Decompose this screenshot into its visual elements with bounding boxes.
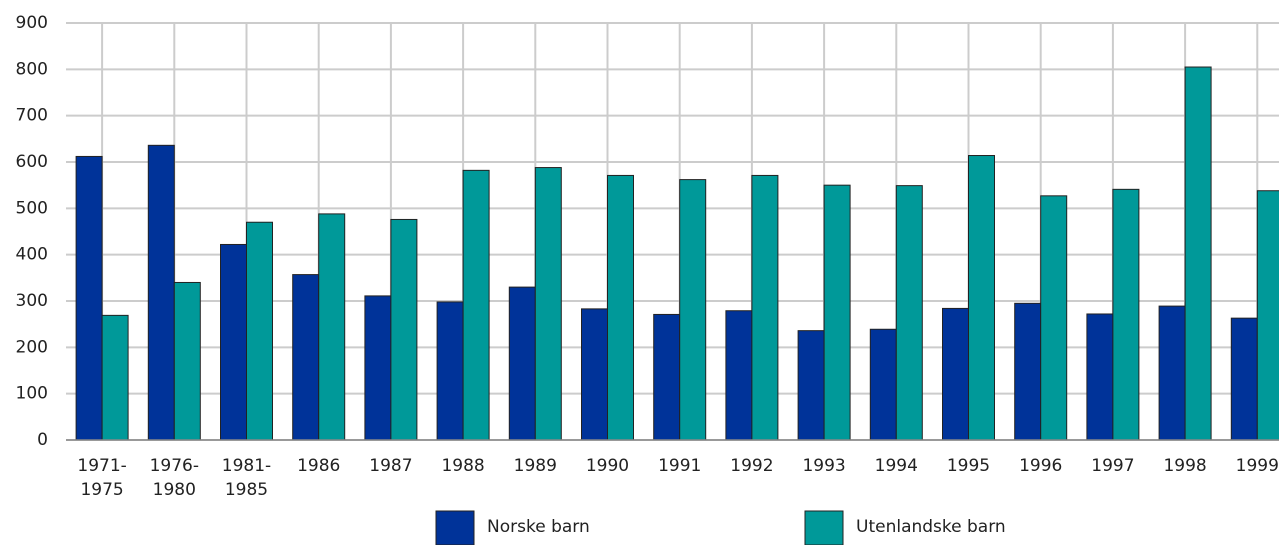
bar [75, 155, 103, 441]
y-tick-label: 0 [37, 430, 48, 450]
bar [220, 243, 247, 441]
bar [508, 286, 536, 441]
x-tick-label: 1998 [1163, 456, 1206, 476]
legend-swatch [804, 510, 844, 545]
bar [942, 307, 969, 441]
x-tick-label: 1994 [875, 456, 918, 476]
bar [173, 281, 201, 441]
legend-label: Norske barn [487, 517, 590, 537]
y-tick-label: 800 [16, 59, 48, 79]
bar [653, 313, 681, 441]
bar [147, 144, 175, 441]
bar [725, 310, 753, 441]
bar [751, 174, 779, 441]
x-tick-label: 1993 [802, 456, 845, 476]
y-tick-label: 200 [16, 337, 48, 357]
bar [1086, 313, 1114, 441]
x-tick-label: 1988 [441, 456, 484, 476]
bar [581, 308, 608, 441]
bar [1158, 305, 1186, 441]
x-tick-label: 1990 [586, 456, 629, 476]
bar [679, 179, 707, 441]
x-tick-label-line: 1976- [150, 456, 199, 476]
bar [1040, 195, 1068, 441]
x-tick-label-line: 1980 [153, 480, 196, 500]
bar [101, 314, 129, 441]
bar [895, 185, 923, 441]
bar [436, 301, 464, 441]
bar [1112, 188, 1140, 441]
x-tick-label: 1971- 1975 [77, 456, 126, 500]
bar [292, 274, 320, 441]
x-tick-label: 1989 [514, 456, 557, 476]
x-tick-label: 1976- 1980 [150, 456, 199, 500]
legend-label: Utenlandske barn [856, 517, 1006, 537]
y-tick-label: 100 [16, 384, 48, 404]
x-tick-label: 1995 [947, 456, 990, 476]
bar [1256, 190, 1279, 441]
bar [1184, 66, 1212, 441]
x-tick-label: 1987 [369, 456, 412, 476]
bar [607, 174, 634, 441]
bar [968, 155, 995, 441]
x-tick-label: 1997 [1091, 456, 1134, 476]
x-tick-label-line: 1971- [77, 456, 126, 476]
y-tick-label: 700 [16, 106, 48, 126]
bar [797, 330, 825, 441]
bar [823, 184, 851, 441]
x-tick-label: 1981- 1985 [222, 456, 271, 500]
x-tick-label: 1991 [658, 456, 701, 476]
y-tick-label: 500 [16, 198, 48, 218]
bar [1014, 302, 1042, 441]
bar [534, 167, 562, 441]
x-tick-label-line: 1981- [222, 456, 271, 476]
y-tick-label: 900 [16, 13, 48, 33]
bar [318, 213, 346, 441]
y-tick-label: 600 [16, 152, 48, 172]
bar [462, 169, 490, 441]
y-tick-label: 400 [16, 245, 48, 265]
bar [246, 221, 273, 441]
bar [1230, 317, 1258, 441]
bar [869, 328, 897, 441]
x-tick-label: 1996 [1019, 456, 1062, 476]
x-tick-label-line: 1975 [80, 480, 123, 500]
y-tick-label: 300 [16, 291, 48, 311]
bar [364, 295, 392, 441]
x-tick-label: 1986 [297, 456, 340, 476]
legend-swatch [435, 510, 475, 545]
x-tick-label-line: 1985 [225, 480, 268, 500]
x-tick-label: 1992 [730, 456, 773, 476]
x-tick-label: 1999 [1236, 456, 1279, 476]
bar [390, 218, 418, 441]
